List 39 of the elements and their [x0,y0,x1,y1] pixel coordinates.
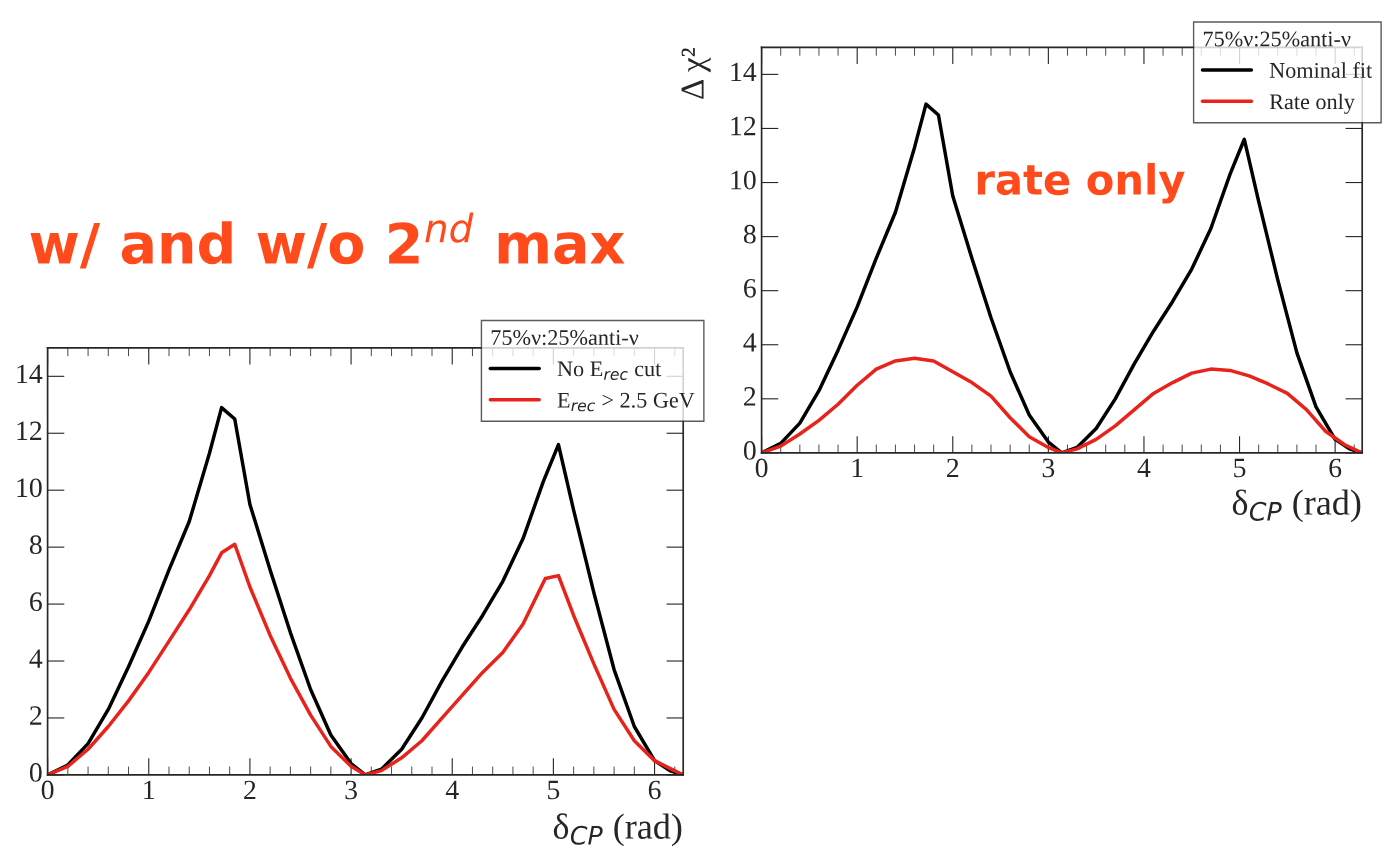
x-tick-label: 5 [1234,458,1246,478]
y-tick-label: 2 [30,706,42,725]
y-tick-label: 10 [731,170,756,190]
y-tick-label: 4 [29,649,43,668]
x-tick-label: 1 [144,780,155,800]
x-tick-label: 1 [852,458,863,478]
x-tick-label: 5 [548,780,560,800]
x-tick-label: 3 [1042,458,1055,478]
x-tick-label: 6 [1329,458,1342,478]
y-tick-label: 14 [731,62,757,82]
x-tick-label: 4 [445,780,459,800]
legend-title: 75%ν:25%anti-ν [491,330,639,346]
y-tick-label: 2 [744,387,756,406]
y-tick-label: 6 [744,278,756,298]
y-tick-label: 10 [17,478,42,498]
x-tick-label: 2 [244,780,256,800]
y-tick-label: 0 [29,763,42,782]
legend-label: E$_{rec}$ > 2.5 GeV [557,392,695,412]
y-tick-label: 0 [743,441,756,460]
y-tick-label: 14 [17,364,43,383]
y-tick-label: 12 [731,116,756,136]
y-tick-label: 6 [30,592,42,612]
legend-label: Nominal fit [1269,62,1373,78]
x-tick-label: 2 [947,458,959,478]
x-tick-label: 3 [345,780,357,800]
y-tick-label: 8 [743,224,756,244]
annotation: rate only [977,162,1185,204]
x-tick-label: 6 [648,780,661,800]
y-axis-title: Δ χ² [681,48,711,99]
x-tick-label: 4 [1137,458,1151,478]
y-tick-label: 12 [17,421,42,440]
x-axis-title: δ$_{CP}$ (rad) [1232,489,1361,523]
x-axis-title: δ$_{CP}$ (rad) [553,813,682,847]
chart-title: w/ and w/o 2$^{nd}$ max [30,212,625,269]
legend-title: 75%ν:25%anti-ν [1203,31,1351,47]
y-tick-label: 8 [29,535,42,555]
legend-label: Rate only [1269,93,1355,114]
y-tick-label: 4 [743,333,757,352]
text: No E$_{rec}$ cut [557,361,662,380]
